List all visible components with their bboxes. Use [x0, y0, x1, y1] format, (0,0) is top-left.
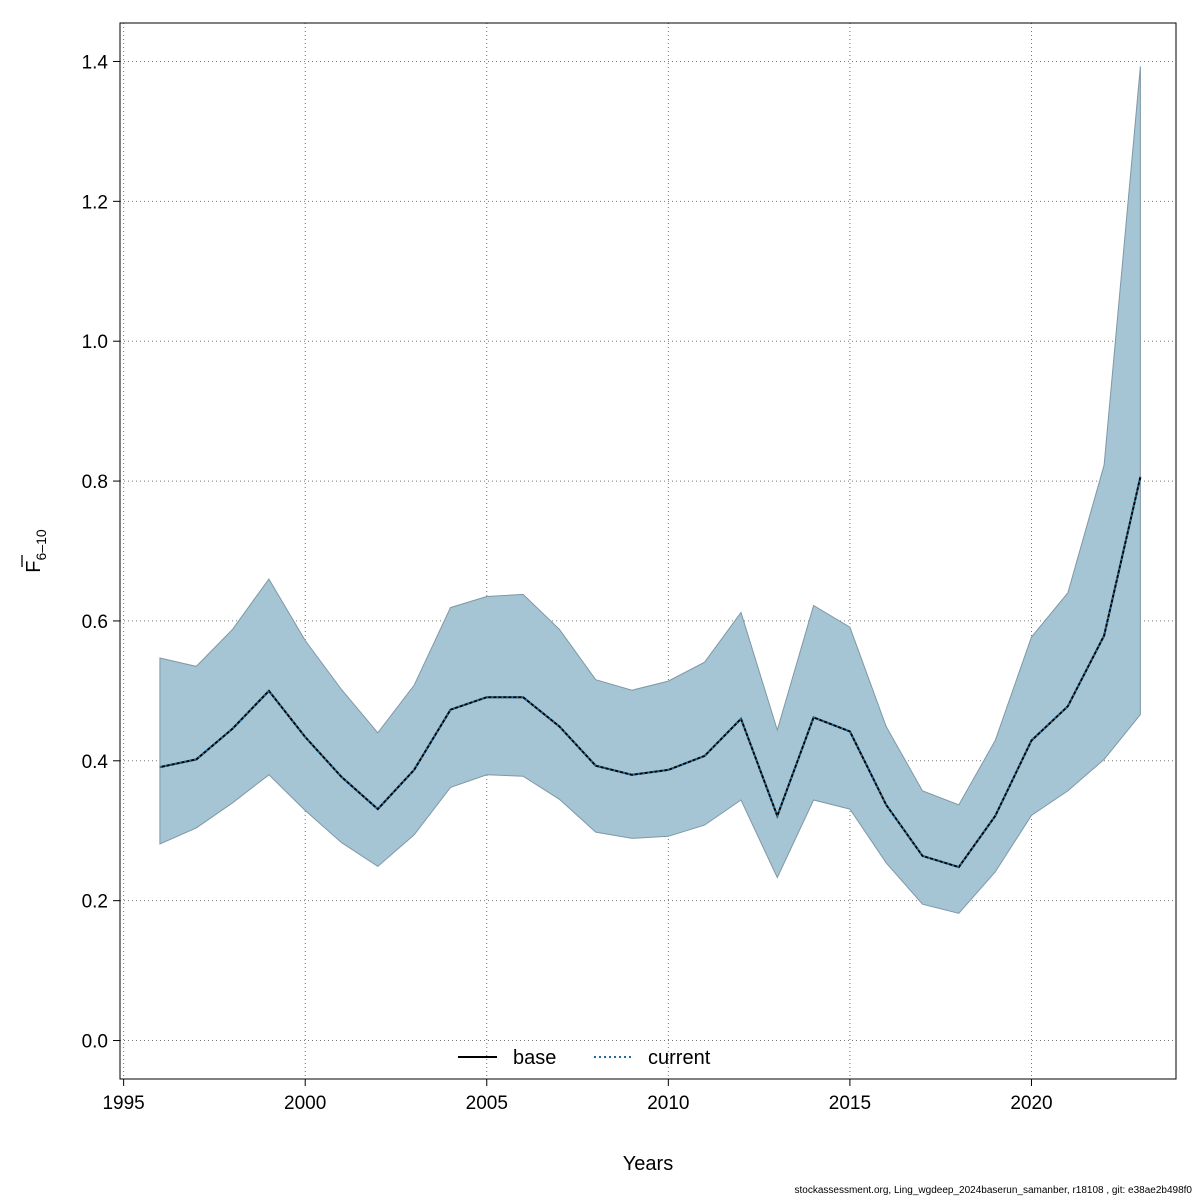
x-tick-label: 2005: [466, 1093, 508, 1114]
series-line-base: [159, 476, 1142, 869]
y-tick-label: 0.4: [82, 752, 109, 773]
y-tick-label: 1.2: [82, 192, 108, 213]
x-tick-label: 1995: [102, 1093, 144, 1114]
legend-label-current: current: [648, 1047, 711, 1069]
x-tick-label: 2010: [647, 1093, 689, 1114]
y-axis: 0.0 0.2 0.4 0.6 0.8 1.0 1.2 1.4: [82, 52, 121, 1053]
y-tick-label: 0.6: [82, 612, 108, 633]
legend: base current: [458, 1047, 711, 1069]
y-axis-label-subscript: 6–10: [33, 529, 49, 560]
grid: [120, 23, 1176, 1079]
y-axis-label: F6–10: [21, 529, 49, 573]
series-lines: [159, 476, 1142, 869]
x-tick-label: 2015: [829, 1093, 871, 1114]
y-axis-label-main: F: [23, 560, 45, 572]
x-axis-label: Years: [623, 1153, 673, 1175]
y-tick-label: 0.0: [82, 1032, 108, 1053]
plot-frame: [119, 22, 1177, 1080]
y-tick-label: 1.0: [82, 332, 108, 353]
legend-label-base: base: [513, 1047, 556, 1069]
y-tick-label: 1.4: [82, 52, 109, 73]
y-tick-label: 0.8: [82, 472, 108, 493]
x-tick-label: 2020: [1010, 1093, 1052, 1114]
footnote: stockassessment.org, Ling_wgdeep_2024bas…: [794, 1185, 1192, 1196]
confidence-band: [159, 66, 1141, 914]
svg-text:F6–10: F6–10: [23, 529, 49, 573]
x-axis: 1995 2000 2005 2010 2015 2020: [102, 1078, 1053, 1114]
x-tick-label: 2000: [284, 1093, 326, 1114]
y-tick-label: 0.2: [82, 892, 108, 913]
